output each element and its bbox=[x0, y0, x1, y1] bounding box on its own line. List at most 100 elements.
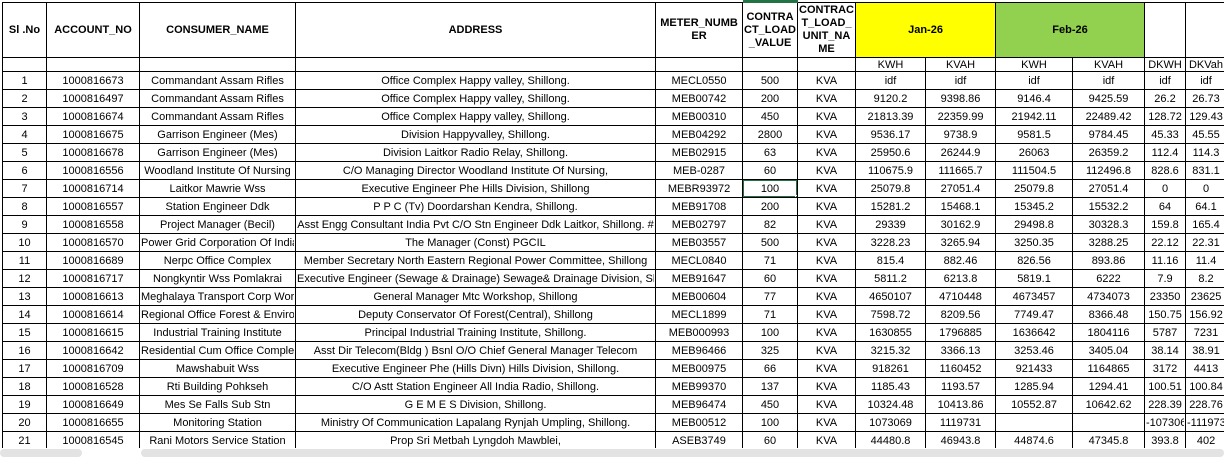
cell-jan-kvah[interactable]: 1160452 bbox=[924, 359, 997, 378]
cell-feb-kvah[interactable]: 30328.3 bbox=[1072, 215, 1146, 234]
cell-dkwh[interactable]: 393.8 bbox=[1144, 431, 1187, 450]
cell-meter[interactable]: MEB02797 bbox=[655, 215, 743, 234]
cell-dkwh[interactable]: -1073069 bbox=[1144, 413, 1187, 432]
cell-dkvah[interactable]: 22.31 bbox=[1185, 233, 1224, 252]
cell-feb-kwh[interactable]: 111504.5 bbox=[995, 161, 1074, 180]
cell-account[interactable]: 1000816675 bbox=[46, 125, 140, 144]
cell-load-value[interactable]: 500 bbox=[742, 71, 798, 90]
cell-feb-kvah[interactable]: 1294.41 bbox=[1072, 377, 1146, 396]
cell-feb-kvah[interactable]: 1804116 bbox=[1072, 323, 1146, 342]
cell-jan-kwh[interactable]: 110675.9 bbox=[855, 161, 926, 180]
cell-jan-kwh[interactable]: 25950.6 bbox=[855, 143, 926, 162]
cell-jan-kvah[interactable]: 3366.13 bbox=[924, 341, 997, 360]
cell-jan-kwh[interactable]: 1630855 bbox=[855, 323, 926, 342]
cell-feb-kvah[interactable]: 112496.8 bbox=[1072, 161, 1146, 180]
cell-load-unit[interactable]: KVA bbox=[797, 143, 856, 162]
cell-dkvah[interactable]: 4413 bbox=[1185, 359, 1224, 378]
cell-load-value[interactable]: 60 bbox=[742, 269, 798, 288]
cell-dkwh[interactable]: 112.4 bbox=[1144, 143, 1187, 162]
cell-load-value[interactable]: 100 bbox=[742, 413, 798, 432]
cell-jan-kvah[interactable]: 26244.9 bbox=[924, 143, 997, 162]
cell-dkvah[interactable]: 402 bbox=[1185, 431, 1224, 450]
cell-load-value[interactable]: 450 bbox=[742, 395, 798, 414]
cell-jan-kvah[interactable]: 882.46 bbox=[924, 251, 997, 270]
cell-load-unit[interactable]: KVA bbox=[797, 359, 856, 378]
cell-account[interactable]: 1000816678 bbox=[46, 143, 140, 162]
cell-account[interactable]: 1000816570 bbox=[46, 233, 140, 252]
cell-feb-kvah[interactable]: 22489.42 bbox=[1072, 107, 1146, 126]
cell-feb-kvah[interactable]: 9784.45 bbox=[1072, 125, 1146, 144]
cell-dkwh[interactable]: 159.8 bbox=[1144, 215, 1187, 234]
cell-load-value[interactable]: 66 bbox=[742, 359, 798, 378]
cell-load-value[interactable]: 100 bbox=[742, 323, 798, 342]
cell-load-unit[interactable]: KVA bbox=[797, 287, 856, 306]
cell-account[interactable]: 1000816673 bbox=[46, 71, 140, 90]
cell-dkvah[interactable]: 11.4 bbox=[1185, 251, 1224, 270]
col-header-address[interactable]: ADDRESS bbox=[295, 2, 656, 58]
cell-load-unit[interactable]: KVA bbox=[797, 89, 856, 108]
cell-sl[interactable]: 20 bbox=[2, 413, 47, 432]
cell-jan-kvah[interactable]: 3265.94 bbox=[924, 233, 997, 252]
cell-address[interactable]: Division Happyvalley, Shillong. bbox=[295, 125, 656, 144]
cell-consumer[interactable]: Mes Se Falls Sub Stn bbox=[139, 395, 296, 414]
cell-sl[interactable]: 8 bbox=[2, 197, 47, 216]
cell-address[interactable]: General Manager Mtc Workshop, Shillong bbox=[295, 287, 656, 306]
cell-sl[interactable]: 2 bbox=[2, 89, 47, 108]
cell-feb-kvah[interactable]: 10642.62 bbox=[1072, 395, 1146, 414]
cell-jan-kwh[interactable]: 21813.39 bbox=[855, 107, 926, 126]
cell-address[interactable]: P P C (Tv) Doordarshan Kendra, Shillong. bbox=[295, 197, 656, 216]
cell-consumer[interactable]: Station Engineer Ddk bbox=[139, 197, 296, 216]
cell-load-value[interactable]: 200 bbox=[742, 197, 798, 216]
cell-load-value[interactable]: 500 bbox=[742, 233, 798, 252]
cell-feb-kvah[interactable]: idf bbox=[1072, 71, 1146, 90]
cell-dkvah[interactable]: 64.1 bbox=[1185, 197, 1224, 216]
subheader-dkvah[interactable]: DKVah bbox=[1185, 57, 1224, 72]
cell-jan-kvah[interactable]: 111665.7 bbox=[924, 161, 997, 180]
cell-feb-kvah[interactable]: 47345.8 bbox=[1072, 431, 1146, 450]
col-header-meter-number[interactable]: METER_NUMBER bbox=[655, 2, 743, 58]
cell-sl[interactable]: 21 bbox=[2, 431, 47, 450]
fill-handle[interactable] bbox=[795, 195, 797, 197]
cell-consumer[interactable]: Rti Building Pohkseh bbox=[139, 377, 296, 396]
cell-feb-kvah[interactable]: 6222 bbox=[1072, 269, 1146, 288]
cell-jan-kvah[interactable]: 10413.86 bbox=[924, 395, 997, 414]
cell-jan-kvah[interactable]: 46943.8 bbox=[924, 431, 997, 450]
cell-feb-kvah[interactable]: 27051.4 bbox=[1072, 179, 1146, 198]
cell-address[interactable]: Asst Dir Telecom(Bldg ) Bsnl O/O Chief G… bbox=[295, 341, 656, 360]
cell-dkvah[interactable]: 45.55 bbox=[1185, 125, 1224, 144]
cell-jan-kwh[interactable]: 10324.48 bbox=[855, 395, 926, 414]
cell-sl[interactable]: 13 bbox=[2, 287, 47, 306]
cell-consumer[interactable]: Laitkor Mawrie Wss bbox=[139, 179, 296, 198]
cell-sl[interactable]: 17 bbox=[2, 359, 47, 378]
cell-sl[interactable]: 10 bbox=[2, 233, 47, 252]
cell-jan-kvah[interactable]: 9398.86 bbox=[924, 89, 997, 108]
cell-account[interactable]: 1000816717 bbox=[46, 269, 140, 288]
cell-load-value[interactable]: 63 bbox=[742, 143, 798, 162]
blank-cell[interactable] bbox=[742, 57, 798, 72]
cell-jan-kwh[interactable]: 1185.43 bbox=[855, 377, 926, 396]
cell-load-unit[interactable]: KVA bbox=[797, 179, 856, 198]
cell-meter[interactable]: MEB91708 bbox=[655, 197, 743, 216]
cell-feb-kvah[interactable]: 9425.59 bbox=[1072, 89, 1146, 108]
cell-feb-kwh[interactable]: 29498.8 bbox=[995, 215, 1074, 234]
cell-load-value[interactable]: 60 bbox=[742, 161, 798, 180]
blank-cell[interactable] bbox=[797, 57, 856, 72]
cell-jan-kwh[interactable]: 9536.17 bbox=[855, 125, 926, 144]
cell-feb-kwh[interactable]: 26063 bbox=[995, 143, 1074, 162]
cell-sl[interactable]: 15 bbox=[2, 323, 47, 342]
cell-consumer[interactable]: Nerpc Office Complex bbox=[139, 251, 296, 270]
cell-account[interactable]: 1000816642 bbox=[46, 341, 140, 360]
horizontal-scrollbar[interactable] bbox=[0, 448, 1224, 457]
cell-consumer[interactable]: Mawshabuit Wss bbox=[139, 359, 296, 378]
cell-consumer[interactable]: Garrison Engineer (Mes) bbox=[139, 143, 296, 162]
cell-dkwh[interactable]: 45.33 bbox=[1144, 125, 1187, 144]
cell-address[interactable]: Office Complex Happy valley, Shillong. bbox=[295, 71, 656, 90]
cell-dkvah[interactable]: 100.84 bbox=[1185, 377, 1224, 396]
cell-load-unit[interactable]: KVA bbox=[797, 71, 856, 90]
cell-consumer[interactable]: Nongkyntir Wss Pomlakrai bbox=[139, 269, 296, 288]
cell-load-value[interactable]: 71 bbox=[742, 305, 798, 324]
cell-load-unit[interactable]: KVA bbox=[797, 161, 856, 180]
cell-sl[interactable]: 5 bbox=[2, 143, 47, 162]
cell-load-value[interactable]: 137 bbox=[742, 377, 798, 396]
cell-consumer[interactable]: Industrial Training Institute bbox=[139, 323, 296, 342]
